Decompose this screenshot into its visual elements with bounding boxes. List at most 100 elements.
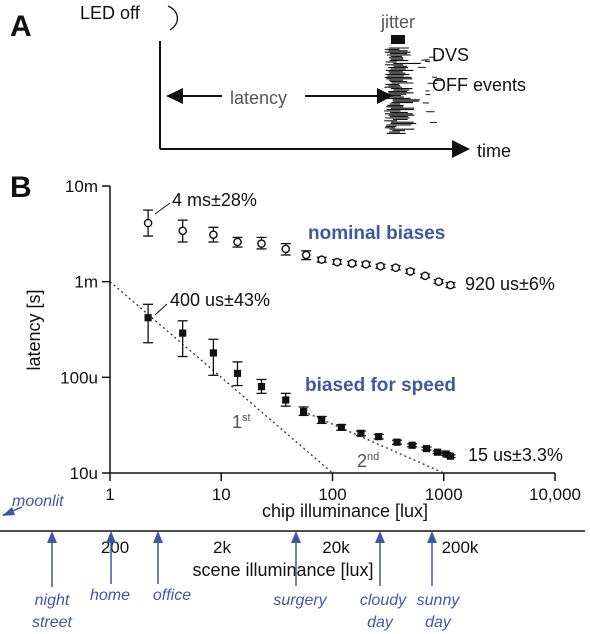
y-axis-title: latency [s] <box>24 289 44 370</box>
condition-cloudy-day: cloudy day <box>360 531 407 631</box>
data-point-fast <box>433 448 442 456</box>
data-point-nominal <box>420 271 430 281</box>
data-point-nominal <box>178 226 187 236</box>
scene-tick-2k: 2k <box>213 538 231 557</box>
data-point-fast <box>442 450 450 458</box>
data-point-fast <box>179 329 187 337</box>
night-street-arrowhead <box>47 531 57 543</box>
data-point-fast <box>300 407 308 416</box>
annotation-fast-min: 15 us±3.3% <box>468 445 563 465</box>
x-tick-label: 10,000 <box>529 485 581 504</box>
y-tick-label: 100u <box>60 368 98 387</box>
condition-sunny-day: sunny day <box>417 531 461 631</box>
scene-axis-title: scene illuminance [lux] <box>192 560 373 580</box>
scene-tick-20k: 20k <box>322 538 350 557</box>
data-point-nominal <box>347 259 357 268</box>
latency-label: latency <box>230 88 287 108</box>
sunny-day-label-line1: sunny <box>417 592 461 609</box>
data-point-nominal <box>143 218 153 228</box>
data-point-fast <box>393 438 401 446</box>
data-point-nominal <box>446 280 455 290</box>
night-street-label-line2: street <box>32 614 73 631</box>
data-point-nominal <box>281 244 291 254</box>
reference-line <box>303 410 445 474</box>
data-point-fast <box>446 452 455 460</box>
y-tick-label: 10u <box>70 464 98 483</box>
surgery-arrowhead <box>291 531 301 543</box>
annotation-fast-max-pointer <box>154 303 168 316</box>
dvs-label: DVS <box>432 45 469 65</box>
x-tick-label: 1 <box>105 485 114 504</box>
reference-lines <box>109 281 445 474</box>
jitter-label: jitter <box>380 12 415 32</box>
data-point-nominal <box>209 230 218 239</box>
annotation-nominal-max: 4 ms±28% <box>172 190 257 210</box>
data-point-nominal <box>332 257 342 267</box>
condition-night-street: night street <box>32 531 73 631</box>
legend-fast: biased for speed <box>305 375 456 396</box>
data-point-nominal <box>233 237 242 247</box>
office-label: office <box>153 587 191 604</box>
led-off-pointer <box>167 5 178 31</box>
cloudy-day-arrowhead <box>375 531 385 543</box>
data-point-nominal <box>405 267 415 276</box>
data-point-fast <box>257 383 266 391</box>
data-point-nominal <box>301 250 311 260</box>
legend-nominal: nominal biases <box>308 223 445 244</box>
y-ticks: 10u 100u 1m 10m <box>60 177 110 483</box>
second-order-label: 2nd <box>357 451 379 471</box>
time-arrowhead <box>452 140 470 158</box>
data-point-nominal <box>434 277 443 286</box>
first-order-label: 1st <box>232 412 251 432</box>
y-tick-label: 1m <box>74 273 98 292</box>
x-tick-label: 100 <box>318 485 346 504</box>
data-point-fast <box>337 423 345 431</box>
night-street-label-line1: night <box>35 592 70 609</box>
data-point-fast <box>357 429 365 437</box>
data-point-fast <box>422 444 431 453</box>
x-ticks: 1 10 100 1000 10,000 <box>105 473 581 504</box>
data-point-fast <box>375 433 383 441</box>
moonlit-label: moonlit <box>12 493 64 510</box>
condition-home: home <box>90 531 130 604</box>
data-point-fast <box>209 349 217 357</box>
data-point-fast <box>144 314 152 322</box>
data-point-nominal <box>317 255 327 264</box>
data-point-fast <box>408 441 416 449</box>
data-point-nominal <box>376 261 385 271</box>
dvs-event-raster <box>384 47 444 134</box>
data-point-nominal <box>391 263 401 272</box>
annotation-nominal-min: 920 us±6% <box>465 274 555 294</box>
latency-arrowhead-right <box>377 88 393 104</box>
series-markers <box>143 209 456 460</box>
data-point-fast <box>233 369 242 377</box>
x-tick-label: 10 <box>212 485 231 504</box>
led-off-label: LED off <box>80 3 141 23</box>
scene-tick-200k: 200k <box>442 538 479 557</box>
annotation-fast-max: 400 us±43% <box>170 290 270 310</box>
sunny-day-label-line2: day <box>425 614 452 631</box>
jitter-bar <box>391 35 405 44</box>
condition-surgery: surgery <box>273 531 328 609</box>
home-arrowhead <box>106 531 116 543</box>
cloudy-day-label-line2: day <box>367 614 394 631</box>
data-point-fast <box>282 396 290 404</box>
data-point-nominal <box>257 239 266 248</box>
moonlit-arrowhead <box>2 507 15 516</box>
surgery-label: surgery <box>273 592 327 609</box>
data-point-nominal <box>361 259 371 269</box>
panel-a-label: A <box>10 10 32 43</box>
annotation-nominal-max-pointer <box>154 202 171 215</box>
panel-b-label: B <box>10 171 32 204</box>
reference-line <box>109 281 333 474</box>
off-events-label: OFF events <box>432 75 526 95</box>
cloudy-day-label-line1: cloudy <box>360 592 407 609</box>
condition-office: office <box>153 531 191 604</box>
panel-b: B 10u 100u 1m 10m 1 10 100 1000 10,000 latency … <box>0 171 585 631</box>
y-tick-label: 10m <box>65 177 98 196</box>
panel-a: A LED off time jitter latency DVS OFF ev… <box>10 3 526 161</box>
office-arrowhead <box>153 531 163 543</box>
condition-moonlit: moonlit <box>2 493 64 516</box>
data-point-fast <box>318 416 326 424</box>
